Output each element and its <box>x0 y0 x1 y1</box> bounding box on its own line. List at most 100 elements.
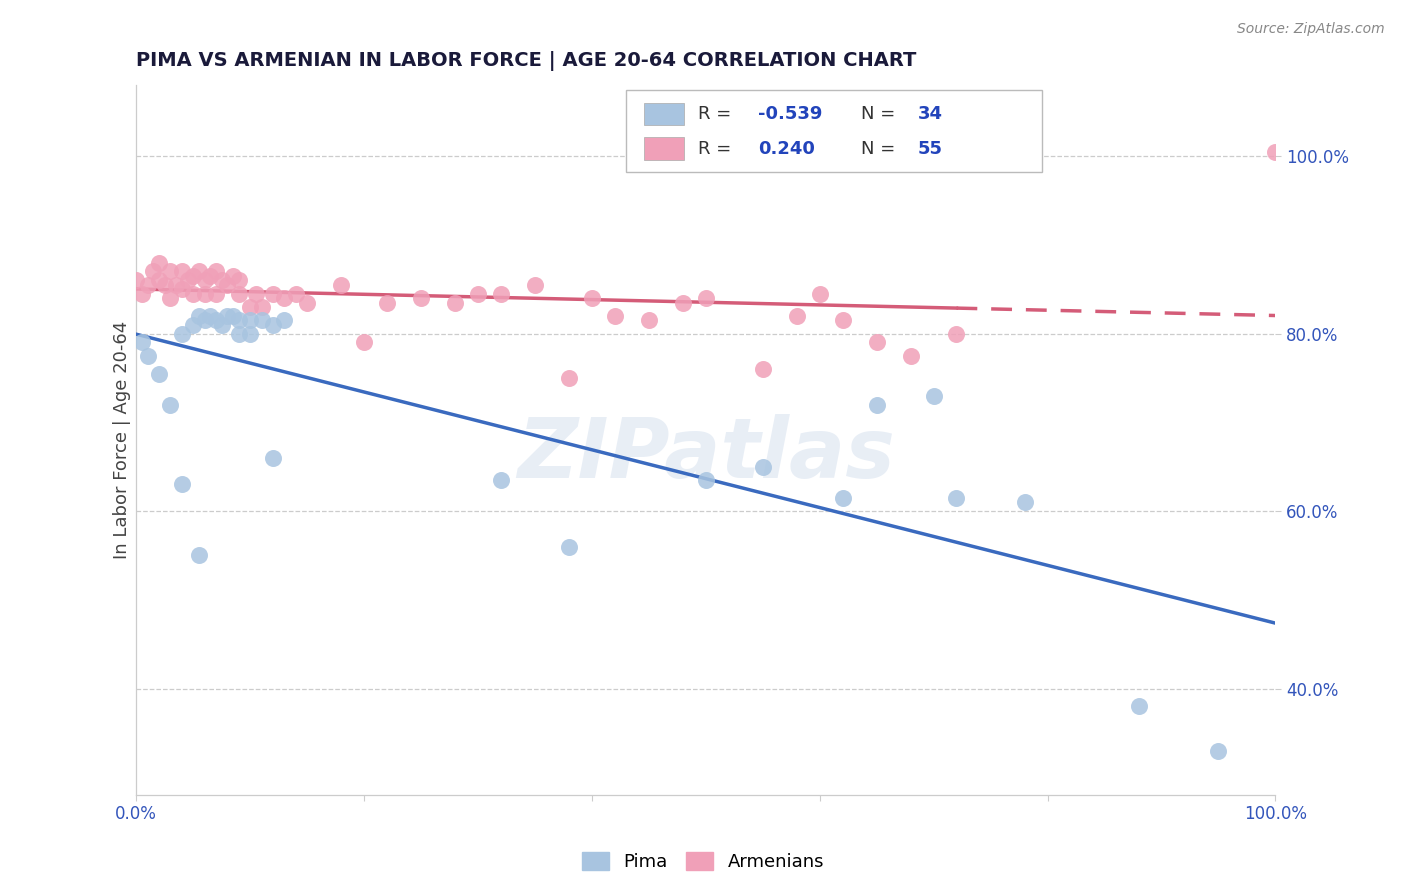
FancyBboxPatch shape <box>644 103 685 125</box>
Point <box>131 335 153 350</box>
Point <box>558 371 581 385</box>
Point <box>638 313 661 327</box>
Point <box>194 286 217 301</box>
Text: 34: 34 <box>918 105 943 123</box>
Point <box>217 277 239 292</box>
Point <box>194 273 217 287</box>
Point <box>1014 495 1036 509</box>
Point <box>273 291 295 305</box>
Point <box>786 309 808 323</box>
Point <box>205 286 228 301</box>
Point <box>188 549 211 563</box>
Point <box>211 318 233 332</box>
Point <box>284 286 307 301</box>
Point <box>194 313 217 327</box>
Text: N =: N = <box>860 105 901 123</box>
Point <box>222 309 245 323</box>
Point <box>153 277 176 292</box>
Point <box>159 398 181 412</box>
Point <box>1128 699 1150 714</box>
Point <box>489 286 512 301</box>
Legend: Pima, Armenians: Pima, Armenians <box>575 845 831 879</box>
Point <box>581 291 603 305</box>
Point <box>866 335 889 350</box>
Point <box>1264 145 1286 159</box>
Text: Source: ZipAtlas.com: Source: ZipAtlas.com <box>1237 22 1385 37</box>
Point <box>136 349 159 363</box>
Point <box>250 313 273 327</box>
Point <box>228 273 250 287</box>
Point <box>181 318 204 332</box>
Point <box>181 268 204 283</box>
Text: R =: R = <box>697 139 737 158</box>
Point <box>131 286 153 301</box>
Point <box>228 286 250 301</box>
Point <box>467 286 489 301</box>
Point <box>831 491 853 505</box>
Point <box>159 291 181 305</box>
Point <box>148 367 170 381</box>
Point <box>176 273 198 287</box>
Point <box>945 326 967 341</box>
Text: ZIPatlas: ZIPatlas <box>517 414 894 495</box>
Point <box>695 473 717 487</box>
Point <box>205 313 228 327</box>
Point <box>672 295 695 310</box>
Text: PIMA VS ARMENIAN IN LABOR FORCE | AGE 20-64 CORRELATION CHART: PIMA VS ARMENIAN IN LABOR FORCE | AGE 20… <box>136 51 917 70</box>
Point <box>945 491 967 505</box>
Text: R =: R = <box>697 105 737 123</box>
Point <box>695 291 717 305</box>
Text: N =: N = <box>860 139 901 158</box>
Point <box>148 255 170 269</box>
Text: 0.240: 0.240 <box>758 139 815 158</box>
Point <box>603 309 626 323</box>
Point <box>273 313 295 327</box>
Point <box>262 318 284 332</box>
Point <box>217 309 239 323</box>
Point <box>808 286 831 301</box>
Point <box>188 309 211 323</box>
Point <box>228 326 250 341</box>
Point <box>752 362 775 376</box>
Point <box>228 313 250 327</box>
Point <box>922 389 945 403</box>
Point <box>444 295 467 310</box>
Point <box>558 540 581 554</box>
Point <box>211 273 233 287</box>
Point <box>239 300 262 314</box>
Point <box>262 286 284 301</box>
Point <box>148 273 170 287</box>
Point <box>866 398 889 412</box>
Point <box>200 268 222 283</box>
Point <box>831 313 853 327</box>
Text: -0.539: -0.539 <box>758 105 823 123</box>
Point <box>752 459 775 474</box>
Point <box>489 473 512 487</box>
Point <box>524 277 547 292</box>
Point <box>239 326 262 341</box>
Point <box>250 300 273 314</box>
Point <box>239 313 262 327</box>
Point <box>1208 744 1230 758</box>
Point <box>409 291 432 305</box>
Point <box>170 477 193 491</box>
Point <box>125 273 148 287</box>
Point <box>330 277 353 292</box>
Text: 55: 55 <box>918 139 943 158</box>
Point <box>205 264 228 278</box>
Point <box>136 277 159 292</box>
Point <box>262 450 284 465</box>
Point <box>142 264 165 278</box>
Point <box>170 282 193 296</box>
Point <box>188 264 211 278</box>
Point <box>165 277 187 292</box>
Point <box>159 264 181 278</box>
Point <box>222 268 245 283</box>
Point <box>353 335 375 350</box>
FancyBboxPatch shape <box>644 137 685 160</box>
Point <box>200 309 222 323</box>
Point <box>170 326 193 341</box>
FancyBboxPatch shape <box>626 90 1042 172</box>
Point <box>245 286 267 301</box>
Point <box>181 286 204 301</box>
